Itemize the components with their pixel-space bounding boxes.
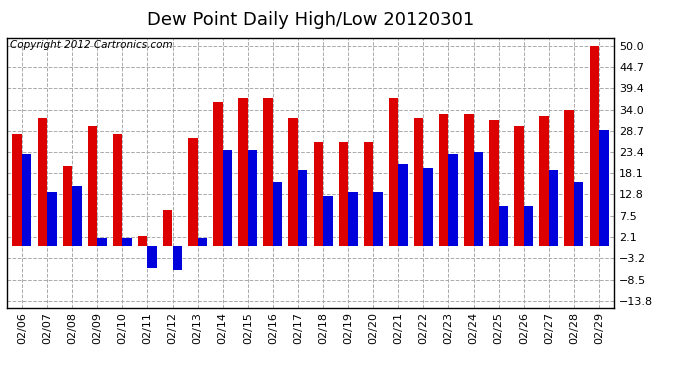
Bar xyxy=(22,153,32,246)
Bar xyxy=(138,236,148,246)
Bar xyxy=(499,206,509,246)
Bar xyxy=(72,186,81,246)
Text: Dew Point Daily High/Low 20120301: Dew Point Daily High/Low 20120301 xyxy=(147,11,474,29)
Bar xyxy=(414,117,424,246)
Bar xyxy=(574,182,584,246)
Bar xyxy=(172,246,182,270)
Bar xyxy=(373,192,383,246)
Bar xyxy=(12,134,22,246)
Bar xyxy=(398,164,408,246)
Bar xyxy=(112,134,122,246)
Bar xyxy=(473,152,483,246)
Bar xyxy=(213,102,223,246)
Bar xyxy=(298,170,308,246)
Bar xyxy=(37,117,47,246)
Bar xyxy=(424,168,433,246)
Bar xyxy=(339,141,348,246)
Bar xyxy=(323,195,333,246)
Bar xyxy=(148,246,157,267)
Bar xyxy=(122,237,132,246)
Bar xyxy=(540,116,549,246)
Bar xyxy=(313,141,323,246)
Bar xyxy=(448,153,458,246)
Bar xyxy=(489,120,499,246)
Bar xyxy=(238,98,248,246)
Bar xyxy=(439,114,449,246)
Bar xyxy=(273,182,282,246)
Bar xyxy=(549,170,558,246)
Bar xyxy=(264,98,273,246)
Bar xyxy=(564,110,574,246)
Bar xyxy=(223,150,233,246)
Text: Copyright 2012 Cartronics.com: Copyright 2012 Cartronics.com xyxy=(10,40,172,50)
Bar xyxy=(524,206,533,246)
Bar xyxy=(188,138,197,246)
Bar xyxy=(97,237,107,246)
Bar xyxy=(163,210,172,246)
Bar xyxy=(599,129,609,246)
Bar xyxy=(248,150,257,246)
Bar xyxy=(88,126,97,246)
Bar xyxy=(514,126,524,246)
Bar xyxy=(348,192,357,246)
Bar xyxy=(288,117,298,246)
Bar xyxy=(47,192,57,246)
Bar xyxy=(589,45,599,246)
Bar xyxy=(197,237,207,246)
Bar xyxy=(464,114,473,246)
Bar xyxy=(388,98,398,246)
Bar xyxy=(364,141,373,246)
Bar xyxy=(63,165,72,246)
